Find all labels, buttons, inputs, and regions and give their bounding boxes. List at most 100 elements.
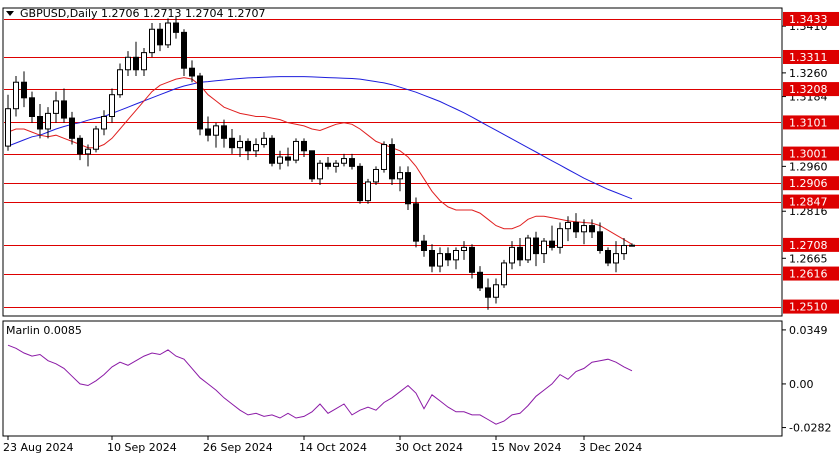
candle-body: [341, 158, 347, 164]
candle: [13, 75, 19, 117]
candle-body: [173, 22, 179, 33]
candle-body: [181, 31, 187, 69]
candle-body: [69, 117, 75, 139]
candle-body: [437, 253, 443, 267]
candle-body: [125, 56, 131, 71]
candle-body: [501, 262, 507, 286]
candle-body: [221, 125, 227, 139]
candle-body: [541, 240, 547, 255]
candle-body: [397, 172, 403, 180]
candle-body: [373, 168, 379, 183]
candle-body: [117, 69, 123, 96]
candle-body: [21, 81, 27, 99]
candle: [133, 41, 139, 76]
candle-body: [405, 172, 411, 205]
candle-body: [573, 221, 579, 233]
candle: [357, 163, 363, 204]
candle: [429, 244, 435, 273]
candle: [573, 213, 579, 239]
candle-body: [269, 137, 275, 164]
candle: [77, 135, 83, 161]
indicator-label: Marlin 0.0085: [6, 324, 82, 337]
level-price-box: [783, 146, 839, 161]
level-price-label: 1.3001: [789, 148, 828, 161]
candle-body: [93, 128, 99, 150]
candle: [277, 150, 283, 170]
candle: [149, 23, 155, 58]
candle: [461, 241, 467, 260]
candle: [213, 122, 219, 148]
candle: [333, 160, 339, 173]
candle: [269, 135, 275, 167]
candle: [37, 104, 43, 139]
marlin-line: [7, 344, 633, 425]
candle-body: [205, 128, 211, 136]
candle: [549, 225, 555, 251]
candle: [117, 63, 123, 98]
candle-body: [261, 137, 267, 146]
candle: [221, 119, 227, 148]
candle-body: [517, 246, 523, 261]
candle: [93, 125, 99, 153]
candle: [53, 91, 59, 123]
candle-body: [197, 75, 203, 130]
candle-body: [37, 116, 43, 130]
indicator-tick-label: 0.00: [789, 378, 814, 391]
candle: [397, 166, 403, 192]
price-tick-label: 1.2665: [789, 252, 828, 265]
candle: [581, 219, 587, 245]
candle-body: [413, 203, 419, 242]
candle-body: [53, 100, 59, 114]
collapse-triangle-icon[interactable]: [6, 11, 14, 16]
candle-body: [549, 240, 555, 248]
candle-body: [45, 112, 51, 130]
candle: [109, 88, 115, 123]
level-price-box: [783, 11, 839, 26]
candle-body: [317, 162, 323, 180]
level-price-label: 1.2847: [789, 196, 828, 209]
candle-body: [189, 67, 195, 77]
candle: [621, 238, 627, 260]
candle: [517, 238, 523, 267]
level-price-box: [783, 299, 839, 314]
candle-body: [325, 162, 331, 167]
candle: [317, 160, 323, 186]
candle-body: [381, 144, 387, 170]
price-tick-label: 1.3260: [789, 67, 828, 80]
indicator-plot-area[interactable]: [2, 320, 783, 437]
candle-body: [533, 237, 539, 255]
candle: [141, 47, 147, 76]
candle-body: [605, 249, 611, 264]
candle: [301, 138, 307, 158]
candle: [525, 234, 531, 263]
candle-body: [77, 137, 83, 155]
candlesticks: [5, 16, 635, 310]
candle-body: [149, 28, 155, 54]
candle-body: [213, 125, 219, 136]
fast-moving-average-line: [7, 77, 633, 245]
candle: [365, 178, 371, 204]
candle-body: [365, 181, 371, 202]
candle: [605, 247, 611, 267]
price-tick-label: 1.2960: [789, 160, 828, 173]
candle-body: [421, 240, 427, 251]
candle: [389, 138, 395, 186]
candle-body: [237, 140, 243, 149]
candle: [101, 110, 107, 136]
candle-body: [429, 249, 435, 267]
candle-body: [157, 28, 163, 46]
candle: [157, 23, 163, 52]
candle-body: [557, 228, 563, 248]
level-price-label: 1.3433: [789, 13, 828, 26]
candle: [253, 138, 259, 158]
candle: [405, 166, 411, 210]
candle: [541, 238, 547, 263]
level-price-label: 1.2616: [789, 268, 828, 281]
level-price-label: 1.3208: [789, 83, 828, 96]
candle-body: [357, 165, 363, 202]
candle-body: [445, 253, 451, 261]
candle: [61, 88, 67, 123]
candle-body: [469, 246, 475, 273]
candle: [469, 244, 475, 279]
